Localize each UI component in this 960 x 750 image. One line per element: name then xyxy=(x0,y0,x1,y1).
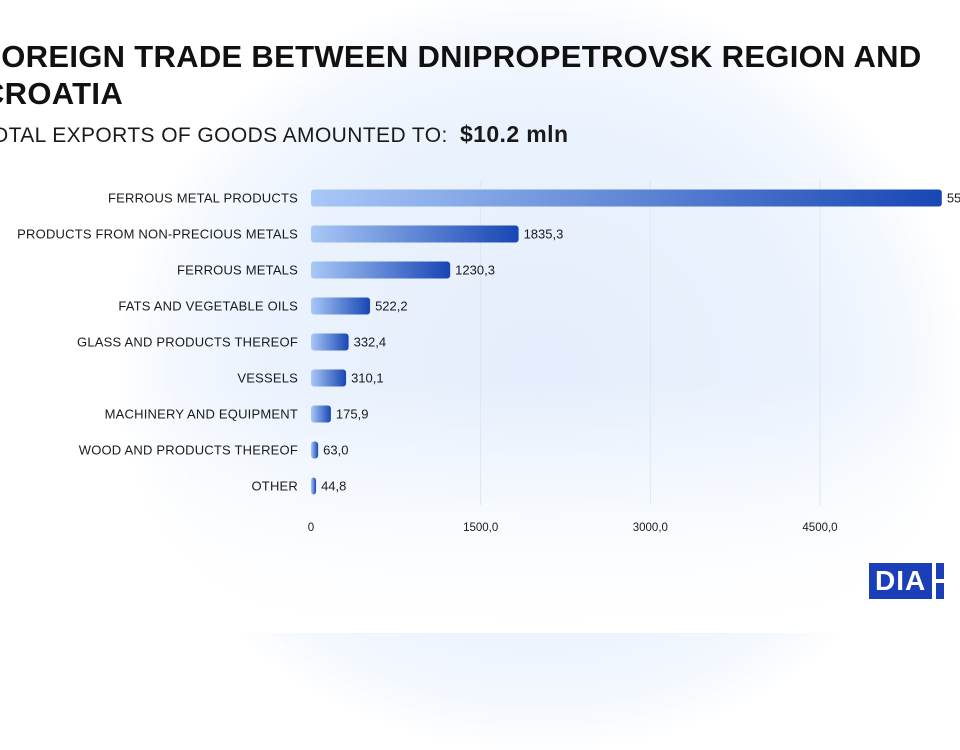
x-tick-label: 3000,0 xyxy=(633,522,668,534)
bar xyxy=(311,189,942,207)
bar xyxy=(311,369,347,387)
bar xyxy=(311,225,519,243)
bar-chart: FERROUS METAL PRODUCTS PRODUCTS FROM NON-… xyxy=(17,180,960,534)
category-label: MACHINERY AND EQUIPMENT xyxy=(105,407,298,422)
x-axis-ticks: 0 1500,0 3000,0 4500,0 xyxy=(308,522,838,534)
value-label: 310,1 xyxy=(351,371,384,386)
x-tick-label: 0 xyxy=(308,522,314,534)
value-label: 5577,0 xyxy=(947,191,960,206)
category-label: GLASS AND PRODUCTS THEREOF xyxy=(77,335,298,350)
category-labels: FERROUS METAL PRODUCTS PRODUCTS FROM NON-… xyxy=(17,191,298,494)
chart-subtitle: TOTAL EXPORTS OF GOODS AMOUNTED TO: $10.… xyxy=(0,121,568,148)
category-label: FERROUS METAL PRODUCTS xyxy=(108,191,298,206)
value-label: 63,0 xyxy=(323,443,348,458)
category-label: FERROUS METALS xyxy=(177,263,298,278)
bar xyxy=(311,297,371,315)
category-label: WOOD AND PRODUCTS THEREOF xyxy=(79,443,298,458)
value-label: 44,8 xyxy=(321,479,346,494)
value-label: 1230,3 xyxy=(455,263,495,278)
subtitle-label: TOTAL EXPORTS OF GOODS AMOUNTED TO: xyxy=(0,124,448,147)
bars xyxy=(311,189,942,495)
value-label: 175,9 xyxy=(336,407,369,422)
value-label: 332,4 xyxy=(354,335,387,350)
bar xyxy=(311,405,331,423)
bar xyxy=(311,477,317,495)
chart-title: FOREIGN TRADE BETWEEN DNIPROPETROVSK REG… xyxy=(0,39,922,111)
dia-logo: DIA xyxy=(869,563,950,599)
bar xyxy=(311,261,451,279)
value-label: 522,2 xyxy=(375,299,408,314)
value-labels: 5577,0 1835,3 1230,3 522,2 332,4 310,1 175,9 63… xyxy=(321,191,960,494)
bar xyxy=(311,441,319,459)
value-label: 1835,3 xyxy=(524,227,564,242)
category-label: FATS AND VEGETABLE OILS xyxy=(118,299,298,314)
background-fade xyxy=(0,380,960,633)
x-tick-label: 1500,0 xyxy=(463,522,498,534)
category-label: OTHER xyxy=(252,479,299,494)
logo-text: DIA xyxy=(869,563,933,599)
x-tick-label: 4500,0 xyxy=(802,522,837,534)
bar xyxy=(311,333,349,351)
category-label: VESSELS xyxy=(237,371,298,386)
subtitle-amount: $10.2 mln xyxy=(459,121,569,147)
category-label: PRODUCTS FROM NON-PRECIOUS METALS xyxy=(17,227,298,242)
logo-mark xyxy=(936,563,950,599)
